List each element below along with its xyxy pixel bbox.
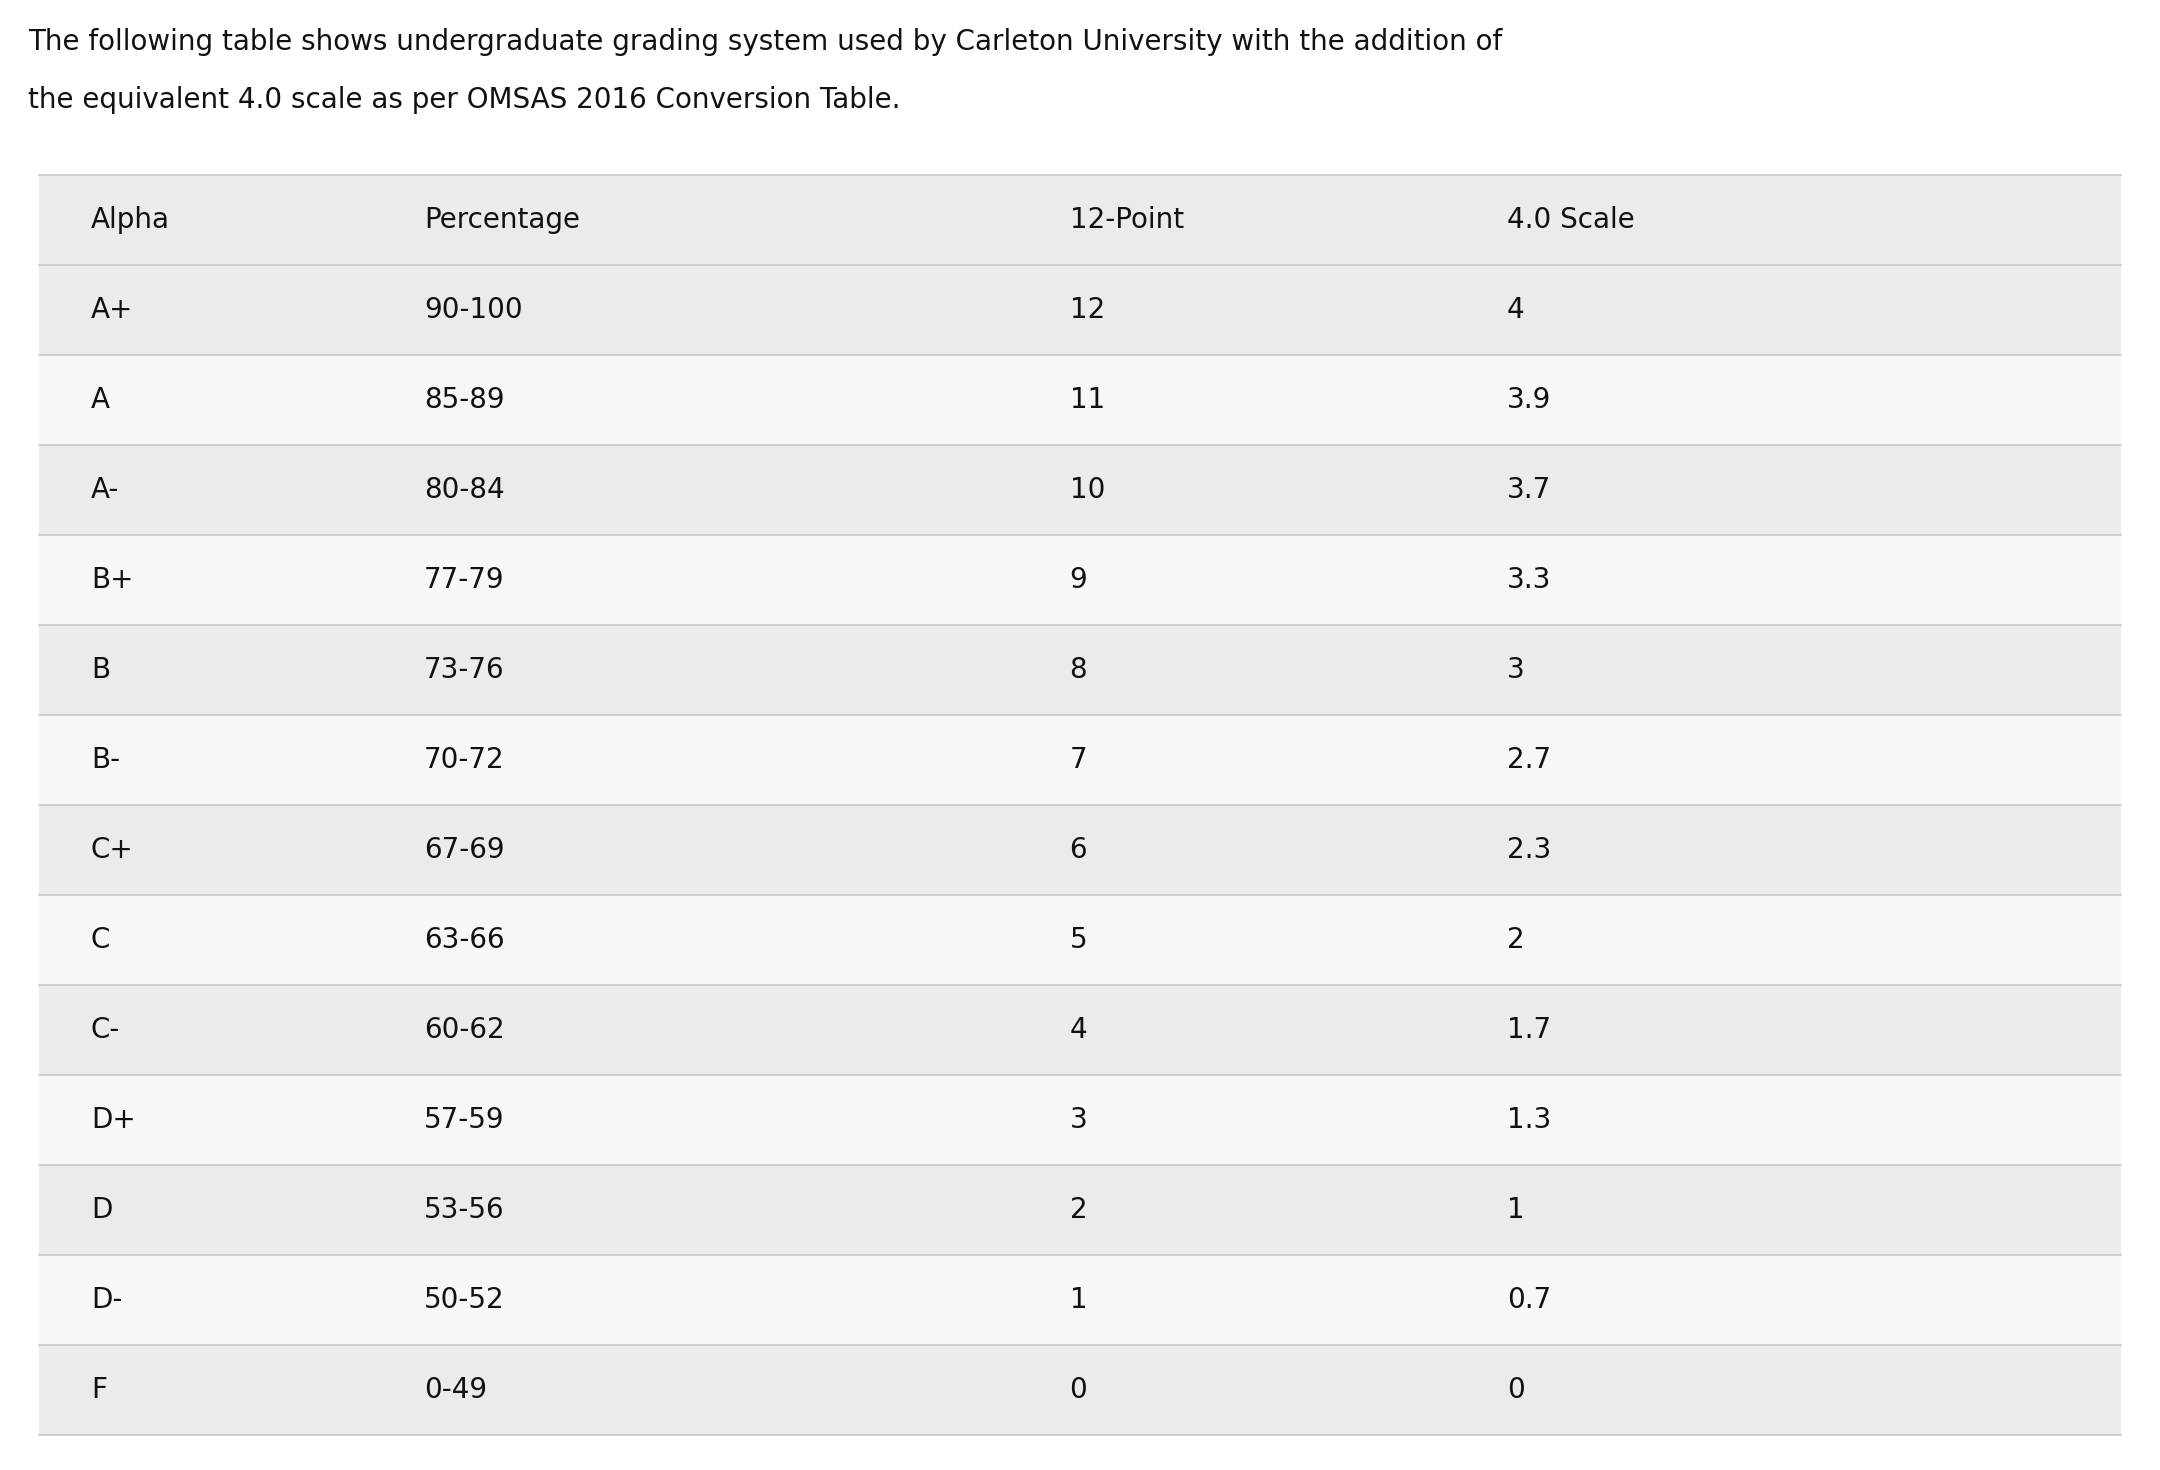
Text: 53-56: 53-56 [423,1197,505,1225]
Text: 2.7: 2.7 [1508,745,1551,775]
Text: 57-59: 57-59 [423,1105,505,1133]
Text: B-: B- [91,745,121,775]
Text: 1.7: 1.7 [1508,1016,1551,1044]
Text: 0: 0 [1069,1376,1086,1404]
Text: 4.0 Scale: 4.0 Scale [1508,206,1635,234]
Text: 10: 10 [1069,476,1106,504]
Text: 3.3: 3.3 [1508,566,1551,594]
Text: 2: 2 [1508,926,1525,954]
Text: 67-69: 67-69 [423,836,505,864]
Text: 7: 7 [1069,745,1086,775]
Text: D: D [91,1197,112,1225]
Text: 3.9: 3.9 [1508,387,1551,415]
Text: D+: D+ [91,1105,136,1133]
Text: 73-76: 73-76 [423,656,505,684]
Text: 2.3: 2.3 [1508,836,1551,864]
Text: A: A [91,387,110,415]
Text: 9: 9 [1069,566,1086,594]
Text: B+: B+ [91,566,134,594]
Text: 1: 1 [1508,1197,1525,1225]
Text: 4: 4 [1069,1016,1086,1044]
Text: the equivalent 4.0 scale as per OMSAS 2016 Conversion Table.: the equivalent 4.0 scale as per OMSAS 20… [28,87,901,115]
Text: 70-72: 70-72 [423,745,505,775]
Text: A-: A- [91,476,119,504]
Text: 4: 4 [1508,295,1525,323]
Text: C: C [91,926,110,954]
Text: C-: C- [91,1016,121,1044]
Text: 77-79: 77-79 [423,566,505,594]
Text: 8: 8 [1069,656,1086,684]
Text: A+: A+ [91,295,134,323]
Text: 12-Point: 12-Point [1069,206,1184,234]
Text: F: F [91,1376,108,1404]
Text: 60-62: 60-62 [423,1016,505,1044]
Text: 5: 5 [1069,926,1086,954]
Text: 11: 11 [1069,387,1104,415]
Text: 3: 3 [1508,656,1525,684]
Text: 1.3: 1.3 [1508,1105,1551,1133]
Text: 90-100: 90-100 [423,295,523,323]
Text: 80-84: 80-84 [423,476,505,504]
Text: D-: D- [91,1286,123,1314]
Text: 1: 1 [1069,1286,1086,1314]
Text: 12: 12 [1069,295,1104,323]
Text: 0: 0 [1508,1376,1525,1404]
Text: 2: 2 [1069,1197,1086,1225]
Text: 0-49: 0-49 [423,1376,488,1404]
Text: 3.7: 3.7 [1508,476,1551,504]
Text: C+: C+ [91,836,134,864]
Text: 6: 6 [1069,836,1086,864]
Text: B: B [91,656,110,684]
Text: 50-52: 50-52 [423,1286,505,1314]
Text: Percentage: Percentage [423,206,581,234]
Text: 63-66: 63-66 [423,926,505,954]
Text: Alpha: Alpha [91,206,171,234]
Text: The following table shows undergraduate grading system used by Carleton Universi: The following table shows undergraduate … [28,28,1501,56]
Text: 3: 3 [1069,1105,1086,1133]
Text: 0.7: 0.7 [1508,1286,1551,1314]
Text: 85-89: 85-89 [423,387,505,415]
